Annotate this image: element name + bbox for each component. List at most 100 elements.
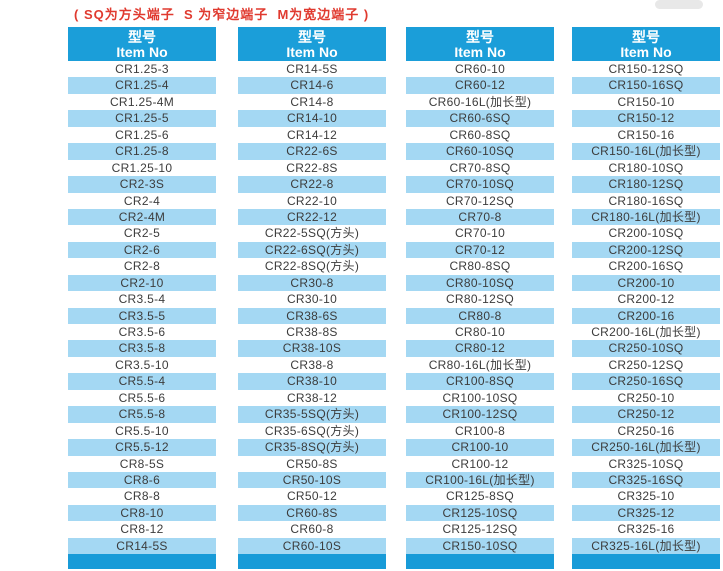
item-cell: CR38-8S [286,325,338,339]
item-cell: CR14-10 [238,110,386,127]
item-cell: CR2-4M [68,208,216,226]
terminal-type-note: ( SQ为方头端子 S 为窄边端子 M为宽边端子 ) [74,7,370,22]
item-cell: CR14-8 [290,94,334,109]
item-cell: CR325-12 [572,504,720,522]
header-model-label: 型号 [466,28,494,45]
header-model-label: 型号 [298,28,326,45]
item-cell: CR1.25-4M [109,94,175,109]
column-header: 型号 Item No [68,27,216,61]
item-cell: CR180-10SQ [608,160,684,175]
item-cell: CR5.5-4 [68,373,216,390]
item-column-4: 型号 Item No CR150-12SQ CR150-16SQ CR150-10 CR1… [572,27,720,570]
column-header: 型号 Item No [406,27,554,61]
item-no-table: 型号 Item No CR1.25-3 CR1.25-4 CR1.25-4M CR1.25… [0,27,723,571]
item-cell: CR2-8 [123,259,161,274]
item-cell: CR250-16SQ [572,373,720,390]
item-cell: CR8-10 [68,504,216,522]
item-cell: CR50-8S [286,456,338,471]
item-cell: CR80-12 [406,340,554,357]
item-cell: CR200-16L(加长型) [591,325,701,339]
item-cell: CR200-10SQ [608,226,684,241]
item-cell: CR325-16L(加长型) [572,537,720,555]
column-header: 型号 Item No [572,27,720,61]
item-cell: CR1.25-10 [111,160,173,175]
header-model-label: 型号 [632,28,660,45]
item-cell: CR22-6SQ(方头) [238,241,386,259]
item-cell: CR5.5-12 [68,439,216,456]
header-itemno-label: Item No [116,43,168,60]
item-cell: CR325-16SQ [572,471,720,489]
item-cell: CR200-16SQ [608,259,684,274]
column-footer-bar [406,554,554,570]
item-cell: CR38-12 [286,390,338,405]
item-cell: CR60-8SQ [449,127,511,142]
item-cell: CR8-8 [123,489,161,504]
item-cell: CR80-10SQ [406,274,554,292]
item-cell: CR1.25-8 [68,143,216,160]
header-itemno-label: Item No [620,43,672,60]
item-cell: CR1.25-5 [68,110,216,127]
item-cell: CR3.5-6 [118,325,166,339]
item-cell: CR1.25-4 [68,77,216,94]
header-itemno-label: Item No [454,43,506,60]
item-cell: CR150-12 [572,110,720,127]
item-cell: CR60-12 [406,77,554,94]
item-cell: CR70-12SQ [445,193,515,208]
item-cell: CR30-10 [286,292,338,307]
item-cell: CR125-8SQ [445,489,515,504]
item-cell: CR50-10S [238,471,386,489]
item-cell: CR5.5-10 [115,423,169,438]
item-cell: CR180-12SQ [572,176,720,193]
item-cell: CR2-4 [123,193,161,208]
item-column-1: 型号 Item No CR1.25-3 CR1.25-4 CR1.25-4M CR1.25… [68,27,216,570]
item-cell: CR38-8 [290,357,334,372]
item-cell: CR8-5S [119,456,165,471]
item-cell: CR22-8S [286,160,338,175]
item-cell: CR2-10 [68,274,216,292]
item-cell: CR60-8 [290,522,334,537]
item-cell: CR22-6S [238,143,386,160]
item-cell: CR250-12 [572,406,720,423]
column-footer-bar [68,554,216,570]
scan-artifact [655,0,703,9]
item-cell: CR325-16 [617,522,675,537]
item-cell: CR3.5-8 [68,340,216,357]
item-cell: CR2-5 [123,226,161,241]
item-cell: CR125-12SQ [442,522,518,537]
header-model-label: 型号 [128,28,156,45]
item-cell: CR100-12SQ [406,406,554,423]
item-cell: CR60-8S [238,504,386,522]
item-cell: CR22-8 [238,176,386,193]
item-cell: CR325-10SQ [608,456,684,471]
item-cell: CR200-16 [572,307,720,324]
item-cell: CR14-5S [286,62,338,76]
item-cell: CR14-6 [238,77,386,94]
item-cell: CR60-6SQ [406,110,554,127]
item-cell: CR35-6SQ(方头) [264,423,360,438]
item-cell: CR5.5-6 [118,390,166,405]
item-cell: CR70-8SQ [449,160,511,175]
item-cell: CR35-8SQ(方头) [238,439,386,456]
item-cell: CR250-16 [617,423,675,438]
item-cell: CR1.25-3 [115,62,169,76]
item-cell: CR80-10 [454,325,506,339]
item-cell: CR70-12 [406,241,554,259]
item-cell: CR250-16L(加长型) [572,439,720,456]
item-cell: CR22-10 [286,193,338,208]
item-cell: CR8-12 [120,522,164,537]
item-cell: CR60-10 [454,62,506,76]
item-cell: CR60-16L(加长型) [428,94,532,109]
item-cell: CR250-10 [617,390,675,405]
item-cell: CR150-16L(加长型) [572,143,720,160]
item-cell: CR100-10SQ [442,390,518,405]
item-cell: CR38-6S [238,307,386,324]
item-cell: CR22-12 [238,208,386,226]
item-column-2: 型号 Item No CR14-5S CR14-6 CR14-8 CR14-10 CR14-… [238,27,386,570]
item-cell: CR8-6 [68,471,216,489]
item-cell: CR250-10SQ [572,340,720,357]
item-cell: CR150-16 [617,127,675,142]
item-cell: CR2-6 [68,241,216,259]
item-cell: CR70-8 [406,208,554,226]
column-header: 型号 Item No [238,27,386,61]
